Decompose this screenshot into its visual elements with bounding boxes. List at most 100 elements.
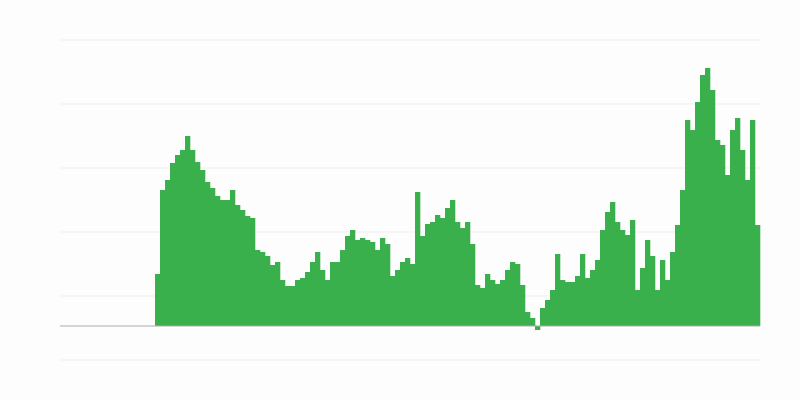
bar-19: [250, 218, 256, 326]
bar-63: [470, 244, 476, 326]
bar-64: [475, 285, 481, 326]
bar-78: [545, 300, 551, 326]
bar-93: [620, 230, 626, 326]
bar-42: [365, 240, 371, 326]
bar-106: [685, 120, 691, 326]
bar-10: [205, 182, 211, 326]
bar-54: [425, 224, 431, 326]
bar-99: [650, 256, 656, 326]
bar-74: [525, 312, 531, 326]
bar-92: [615, 222, 621, 326]
bar-80: [555, 254, 561, 326]
bar-114: [725, 175, 731, 326]
bar-60: [455, 222, 461, 326]
bar-47: [390, 276, 396, 326]
bar-118: [745, 180, 751, 326]
bar-23: [270, 265, 276, 326]
bar-62: [465, 222, 471, 326]
bar-83: [570, 282, 576, 326]
bar-3: [170, 163, 176, 326]
bar-69: [500, 280, 506, 326]
bar-77: [540, 308, 546, 326]
bar-2: [165, 180, 171, 326]
bar-120: [755, 225, 761, 326]
bar-55: [430, 222, 436, 326]
bar-91: [610, 202, 616, 326]
bar-22: [265, 256, 271, 326]
bar-111: [710, 90, 716, 326]
bar-117: [740, 150, 746, 326]
bar-13: [220, 200, 226, 326]
bar-103: [670, 252, 676, 326]
bar-113: [720, 145, 726, 326]
bar-41: [360, 238, 366, 326]
bar-1: [160, 190, 166, 326]
bar-43: [370, 242, 376, 326]
bar-66: [485, 274, 491, 326]
bar-17: [240, 210, 246, 326]
bar-14: [225, 200, 231, 326]
bar-7: [190, 150, 196, 326]
bar-81: [560, 280, 566, 326]
bar-38: [345, 236, 351, 326]
bars: [155, 68, 761, 330]
bar-28: [295, 280, 301, 326]
bar-75: [530, 318, 536, 326]
bar-67: [490, 280, 496, 326]
bar-115: [730, 130, 736, 326]
bar-59: [450, 200, 456, 326]
bar-8: [195, 162, 201, 326]
bar-104: [675, 225, 681, 326]
bar-84: [575, 276, 581, 326]
bar-35: [330, 262, 336, 326]
bar-48: [395, 270, 401, 326]
bar-116: [735, 118, 741, 326]
bar-46: [385, 244, 391, 326]
bar-73: [520, 285, 526, 326]
bar-9: [200, 170, 206, 326]
bar-36: [335, 262, 341, 326]
bar-97: [640, 268, 646, 326]
bar-21: [260, 252, 266, 326]
bar-79: [550, 290, 556, 326]
bar-30: [305, 272, 311, 326]
bar-98: [645, 240, 651, 326]
bar-76: [535, 326, 541, 330]
bar-57: [440, 218, 446, 326]
bar-40: [355, 240, 361, 326]
bar-94: [625, 235, 631, 326]
bar-49: [400, 262, 406, 326]
bar-65: [480, 288, 486, 326]
bar-31: [310, 262, 316, 326]
bar-107: [690, 130, 696, 326]
bar-96: [635, 290, 641, 326]
bar-27: [290, 286, 296, 326]
bar-0: [155, 274, 161, 326]
bar-6: [185, 136, 191, 326]
bar-32: [315, 252, 321, 326]
bar-95: [630, 220, 636, 326]
bar-50: [405, 258, 411, 326]
bar-110: [705, 68, 711, 326]
bar-108: [695, 102, 701, 326]
bar-4: [175, 155, 181, 326]
bar-18: [245, 216, 251, 326]
bar-53: [420, 236, 426, 326]
bar-20: [255, 250, 261, 326]
bar-26: [285, 286, 291, 326]
bar-51: [410, 264, 416, 326]
bar-45: [380, 238, 386, 326]
bar-109: [700, 75, 706, 326]
bar-102: [665, 280, 671, 326]
bar-61: [460, 228, 466, 326]
bar-101: [660, 260, 666, 326]
bar-86: [585, 278, 591, 326]
bar-90: [605, 212, 611, 326]
bar-39: [350, 230, 356, 326]
bar-82: [565, 282, 571, 326]
bar-112: [715, 140, 721, 326]
bar-100: [655, 290, 661, 326]
bar-5: [180, 150, 186, 326]
bar-16: [235, 205, 241, 326]
